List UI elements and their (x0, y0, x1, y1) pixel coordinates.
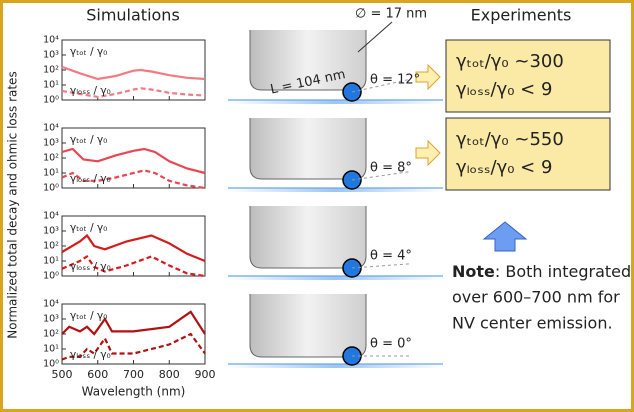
angle-label: θ = 8° (370, 161, 412, 176)
substrate (228, 364, 443, 368)
substrate (228, 276, 443, 280)
x-axis-label: Wavelength (nm) (82, 385, 186, 399)
y-tick-label: 10⁰ (43, 359, 59, 370)
y-axis-label: Normalized total decay and ohmic loss ra… (6, 71, 20, 338)
y-tick-label: 10¹ (43, 80, 59, 91)
tip (249, 30, 367, 91)
y-tick-label: 10⁴ (43, 299, 59, 310)
tip (249, 294, 367, 358)
angle-label: θ = 12° (370, 73, 420, 88)
x-tick-label: 500 (52, 368, 73, 381)
y-tick-label: 10³ (43, 314, 59, 325)
arrow (415, 139, 441, 167)
angle-label: θ = 4° (370, 249, 412, 264)
right-title: Experiments (471, 6, 572, 25)
result-text: γₜₒₜ/γ₀ ~550 (456, 129, 564, 150)
series-label: γₜₒₜ / γ₀ (70, 222, 107, 234)
x-tick-label: 600 (87, 368, 108, 381)
up-arrow (482, 221, 528, 252)
y-tick-label: 10⁴ (43, 35, 59, 46)
diagrams: θ = 12°θ = 8°θ = 4°θ = 0°∅ = 17 nmL = 10… (228, 7, 443, 368)
series-label: γₗₒₛₛ / γ₀ (70, 349, 111, 361)
series-line (61, 65, 206, 81)
diameter-line (357, 21, 393, 53)
result-text: γₜₒₜ/γ₀ ~300 (456, 51, 564, 72)
note-bold: Note (452, 262, 495, 281)
series-line (61, 87, 206, 99)
result-text: γₗₒₛₛ/γ₀ < 9 (456, 157, 552, 178)
series-label: γₗₒₛₛ / γ₀ (70, 85, 111, 97)
series-line (61, 255, 206, 278)
y-tick-label: 10² (43, 65, 59, 76)
charts: 10⁰ 10¹ 10² 10³ 10⁴ γₜₒₜ / γ₀ γₗₒₛₛ / γ₀ 10⁰ 10¹… (43, 35, 215, 399)
left-title: Simulations (86, 6, 180, 25)
result-box (445, 117, 611, 191)
arrow (415, 63, 441, 91)
tip (249, 118, 367, 180)
note: Note: Both integrated (452, 262, 631, 281)
y-tick-label: 10³ (43, 226, 59, 237)
tip (249, 206, 367, 269)
result-box (445, 39, 611, 113)
diameter-label: ∅ = 17 nm (355, 7, 427, 22)
series-label: γₗₒₛₛ / γ₀ (70, 173, 111, 185)
y-tick-label: 10¹ (43, 344, 59, 355)
angle-ref (351, 171, 411, 181)
result-text: γₗₒₛₛ/γ₀ < 9 (456, 79, 552, 100)
y-tick-label: 10⁴ (43, 123, 59, 134)
y-tick-label: 10⁰ (43, 183, 59, 194)
series-line (61, 233, 206, 263)
series-label: γₜₒₜ / γ₀ (70, 46, 107, 58)
series-label: γₜₒₜ / γ₀ (70, 310, 107, 322)
y-tick-label: 10⁰ (43, 271, 59, 282)
angle-ref (351, 263, 411, 269)
note-text: over 600–700 nm for (452, 288, 620, 307)
note-text: NV center emission. (452, 314, 613, 333)
y-tick-label: 10¹ (43, 168, 59, 179)
angle-label: θ = 0° (370, 337, 412, 352)
x-tick-label: 800 (159, 368, 180, 381)
series-label: γₗₒₛₛ / γ₀ (70, 261, 111, 273)
y-tick-label: 10¹ (43, 256, 59, 267)
y-tick-label: 10³ (43, 138, 59, 149)
substrate (228, 100, 443, 104)
angle-ref (351, 78, 411, 93)
series-line (61, 169, 206, 190)
series-line (61, 310, 206, 336)
y-tick-label: 10² (43, 241, 59, 252)
y-tick-label: 10⁰ (43, 95, 59, 106)
substrate (228, 188, 443, 192)
series-line (61, 147, 206, 175)
y-tick-label: 10² (43, 153, 59, 164)
note-text: : Both integrated (495, 262, 631, 281)
series-label: γₜₒₜ / γ₀ (70, 134, 107, 146)
x-tick-label: 700 (123, 368, 144, 381)
y-tick-label: 10³ (43, 50, 59, 61)
series-line (61, 332, 206, 361)
y-tick-label: 10⁴ (43, 211, 59, 222)
x-tick-label: 900 (195, 368, 216, 381)
y-tick-label: 10² (43, 329, 59, 340)
